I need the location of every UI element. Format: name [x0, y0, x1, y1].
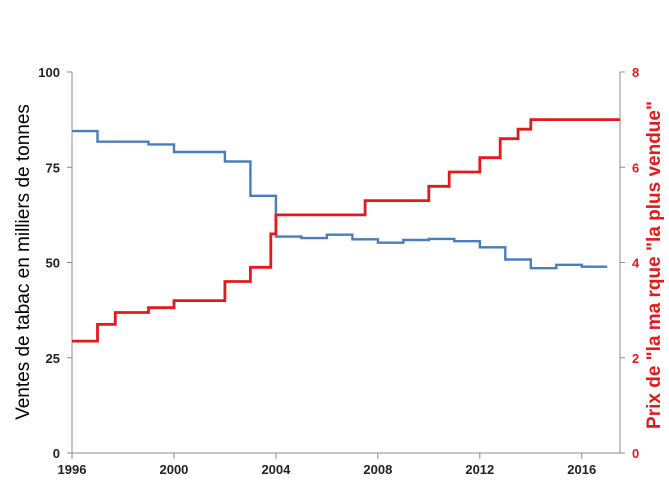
- series-line-right: [72, 118, 620, 343]
- x-tick-label: 2008: [363, 462, 392, 477]
- y-left-tick-label: 25: [46, 351, 60, 366]
- y-left-tick-label: 75: [46, 160, 60, 175]
- ticks: 1996 2000 2004 2008 2012 2016 0 25 50 75 100 0 2 4 6 8: [38, 65, 640, 477]
- y-left-tick-label: 50: [46, 256, 60, 271]
- y-left-tick-label: 0: [53, 446, 60, 461]
- y-right-tick-label: 4: [632, 256, 640, 271]
- y-right-tick-label: 8: [632, 65, 639, 80]
- x-tick-label: 2016: [567, 462, 596, 477]
- right-axis-title: Prix de "la ma rque "la plus vendue": [644, 101, 665, 429]
- x-tick-label: 2000: [159, 462, 188, 477]
- left-axis-title: Ventes de tabac en milliers de tonnes: [13, 104, 34, 420]
- x-tick-label: 2004: [261, 462, 291, 477]
- x-tick-label: 1996: [58, 462, 87, 477]
- axes: [71, 72, 621, 454]
- series-layer: [72, 118, 620, 343]
- y-right-tick-label: 2: [632, 351, 639, 366]
- y-left-tick-label: 100: [38, 65, 60, 80]
- y-right-tick-label: 0: [632, 446, 639, 461]
- series-line-left: [72, 129, 608, 270]
- y-right-tick-label: 6: [632, 160, 639, 175]
- x-tick-label: 2012: [465, 462, 494, 477]
